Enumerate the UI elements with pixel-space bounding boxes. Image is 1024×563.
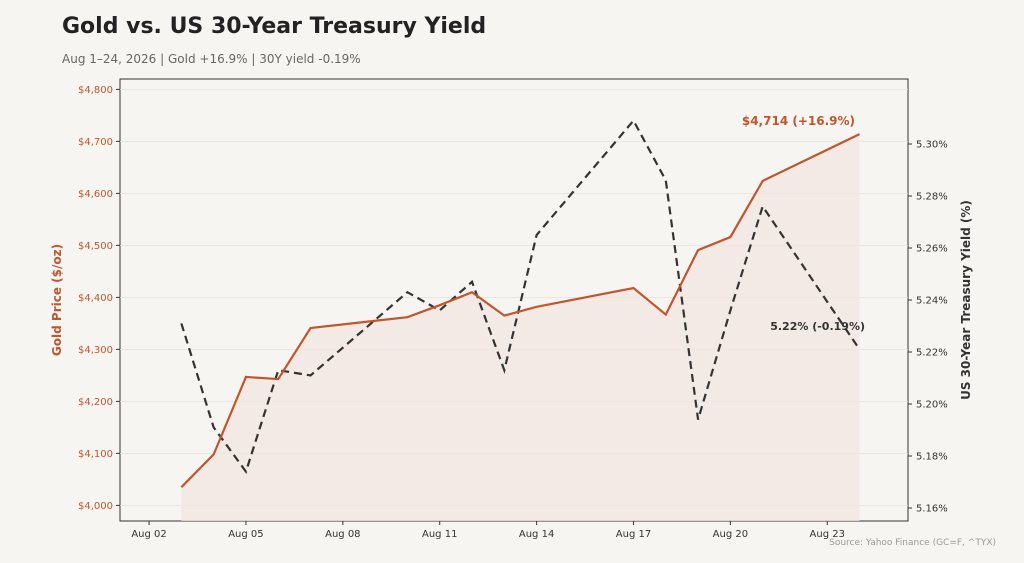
gold-end-annotation: $4,714 (+16.9%)	[742, 114, 855, 128]
x-tick-label: Aug 05	[228, 529, 263, 540]
left-tick-label: $4,800	[78, 85, 113, 96]
right-tick-label: 5.18%	[916, 452, 948, 463]
left-tick-label: $4,600	[78, 189, 113, 200]
left-tick-label: $4,500	[78, 241, 113, 252]
x-tick-label: Aug 11	[422, 529, 457, 540]
right-tick-label: 5.20%	[916, 400, 948, 411]
left-tick-label: $4,300	[78, 345, 113, 356]
x-tick-label: Aug 08	[325, 529, 360, 540]
gold-area-fill	[181, 134, 860, 521]
right-axis-label: US 30-Year Treasury Yield (%)	[959, 200, 973, 400]
gold-series-line	[180, 133, 861, 488]
source-note: Source: Yahoo Finance (GC=F, ^TYX)	[829, 538, 996, 548]
right-tick-label: 5.28%	[916, 192, 948, 203]
x-tick-label: Aug 02	[131, 529, 166, 540]
chart-title: Gold vs. US 30-Year Treasury Yield	[62, 14, 487, 39]
x-tick-label: Aug 23	[810, 529, 845, 540]
left-axis-label: Gold Price ($/oz)	[50, 244, 64, 356]
left-tick-label: $4,000	[78, 501, 113, 512]
left-tick-label: $4,200	[78, 397, 113, 408]
right-tick-label: 5.24%	[916, 296, 948, 307]
right-axis-ticks: 5.16% 5.18% 5.20% 5.22% 5.24% 5.26% 5.28% 5.30%	[908, 140, 948, 515]
left-tick-label: $4,100	[78, 449, 113, 460]
yield-end-annotation: 5.22% (-0.19%)	[770, 320, 865, 333]
right-tick-label: 5.22%	[916, 348, 948, 359]
chart-subtitle: Aug 1–24, 2026 | Gold +16.9% | 30Y yield…	[62, 52, 361, 66]
x-tick-label: Aug 17	[616, 529, 651, 540]
left-tick-label: $4,400	[78, 293, 113, 304]
left-axis-ticks: $4,000 $4,100 $4,200 $4,300 $4,400 $4,500 $4,6…	[78, 85, 120, 512]
right-tick-label: 5.16%	[916, 504, 948, 515]
right-tick-label: 5.26%	[916, 244, 948, 255]
x-tick-label: Aug 14	[519, 529, 554, 540]
right-tick-label: 5.30%	[916, 140, 948, 151]
left-tick-label: $4,700	[78, 137, 113, 148]
x-tick-label: Aug 20	[713, 529, 748, 540]
x-axis-ticks: Aug 02 Aug 05 Aug 08 Aug 11 Aug 14 Aug 17 Aug …	[131, 521, 845, 540]
